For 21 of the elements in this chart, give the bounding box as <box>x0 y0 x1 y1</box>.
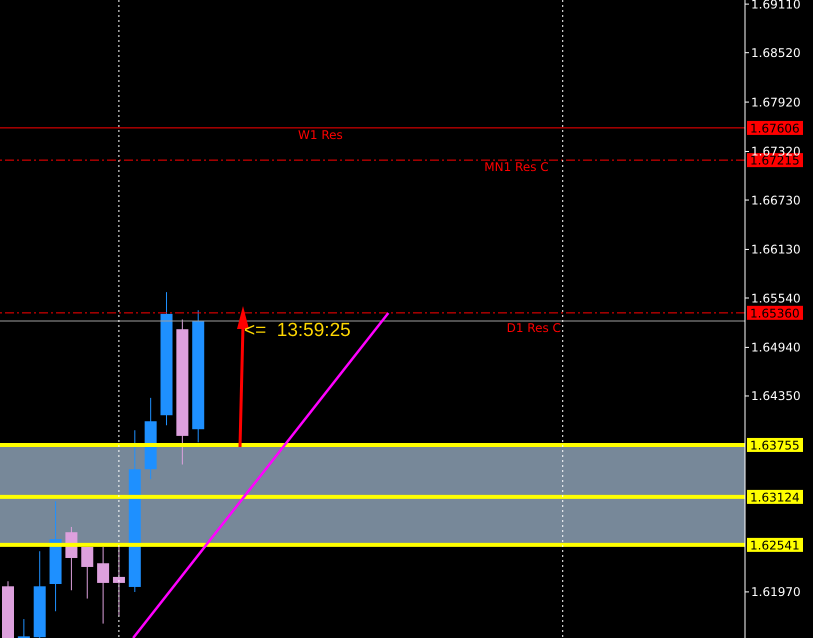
ref-line-label: 1.63124 <box>750 490 800 504</box>
y-tick-label: 1.67920 <box>751 95 801 110</box>
annotation: <= 13:59:25 <box>244 320 351 342</box>
y-tick-label: 1.66730 <box>751 193 801 208</box>
ref-line-label: 1.63755 <box>750 438 800 452</box>
y-tick-label: 1.65540 <box>751 291 801 306</box>
annotation: MN1 Res C <box>484 160 549 174</box>
ref-line-label: 1.67606 <box>750 121 800 136</box>
candlestick <box>81 546 94 600</box>
candlestick <box>18 618 30 638</box>
candlestick <box>112 546 125 616</box>
ref-line-label: 1.65360 <box>750 306 800 320</box>
y-tick-label: 1.64350 <box>751 389 801 404</box>
annotation: W1 Res <box>298 128 343 142</box>
ref-line-label: 1.62541 <box>750 538 800 552</box>
annotation: D1 Res C <box>506 320 561 335</box>
y-tick-label: 1.66130 <box>751 242 801 257</box>
y-tick-label: 1.68520 <box>751 46 801 60</box>
candlestick <box>97 546 110 624</box>
y-tick-label: 1.61970 <box>751 585 801 600</box>
y-tick-label: 1.64940 <box>751 340 801 355</box>
